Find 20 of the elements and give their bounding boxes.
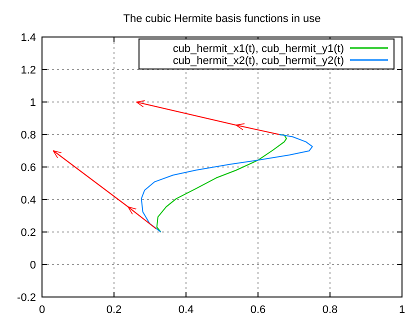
x-tick-label: 1 [398, 304, 406, 316]
y-tick-label: 0.4 [20, 194, 36, 206]
y-tick-label: 0.6 [20, 162, 36, 174]
x-tick-label: 0 [38, 304, 46, 316]
legend-label: cub_hermit_x2(t), cub_hermit_y2(t) [172, 55, 344, 67]
x-tick-label: 0.2 [106, 304, 122, 316]
y-tick-label: 1 [30, 97, 36, 109]
x-tick-label: 0.6 [250, 304, 266, 316]
y-tick-label: 0.8 [20, 130, 36, 142]
line-series [140, 134, 313, 232]
y-tick-label: 1.4 [20, 32, 36, 44]
x-tick-label: 0.4 [178, 304, 194, 316]
y-tick-label: -0.2 [17, 292, 36, 304]
line-series [156, 134, 287, 232]
y-tick-label: 1.2 [20, 64, 36, 76]
y-tick-label: 0.2 [20, 227, 36, 239]
chart-title: The cubic Hermite basis functions in use [123, 13, 321, 25]
legend-label: cub_hermit_x1(t), cub_hermit_y1(t) [172, 43, 344, 55]
y-tick-label: 0 [30, 260, 36, 272]
x-tick-label: 0.8 [322, 304, 338, 316]
